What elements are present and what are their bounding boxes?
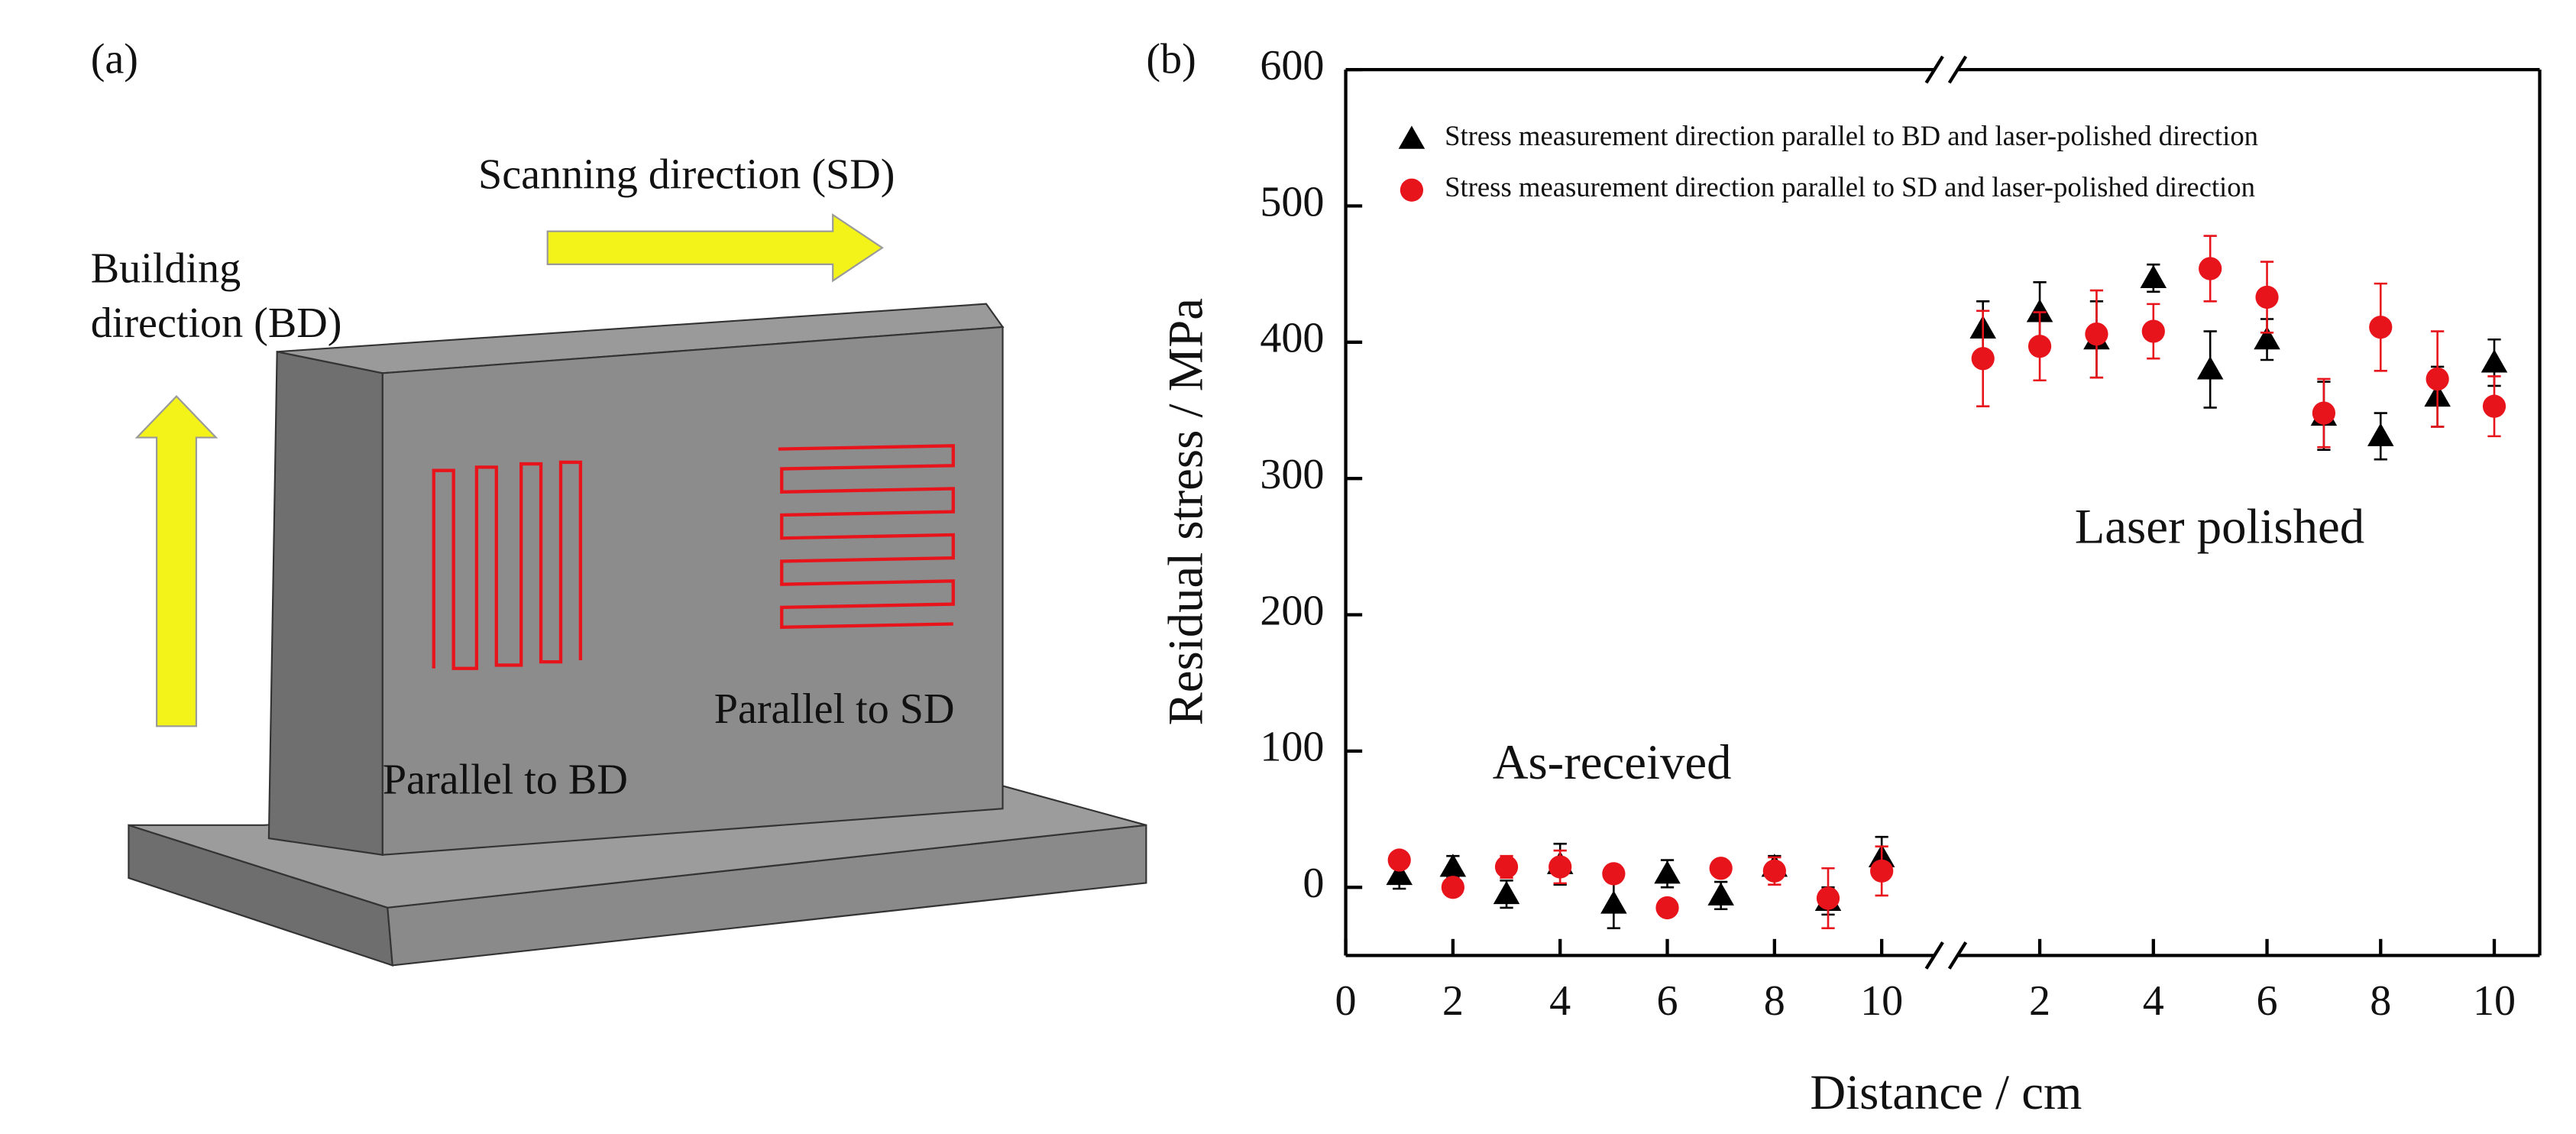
marker: [2254, 326, 2280, 350]
x-tick-label: 6: [1656, 977, 1678, 1025]
x-tick-label: 8: [2370, 977, 2391, 1025]
x-tick-label: 6: [2257, 977, 2278, 1025]
marker: [2481, 349, 2508, 373]
marker: [2312, 401, 2336, 425]
annotation: Parallel to SD: [714, 685, 955, 733]
marker: [2085, 322, 2108, 346]
y-tick-label: 300: [1260, 451, 1324, 498]
marker: [1493, 880, 1520, 905]
annotation: direction (BD): [91, 300, 342, 347]
x-tick-label: 0: [1335, 977, 1357, 1025]
marker: [2367, 423, 2394, 446]
axes-frame: [1344, 55, 2542, 970]
marker: [1494, 855, 1519, 879]
legend-marker: [1400, 178, 1424, 202]
marker: [1387, 848, 1411, 872]
annotation: As-received: [1493, 735, 1732, 790]
panel-label: (a): [91, 35, 138, 83]
annotation: Building: [91, 245, 241, 293]
block-diagram: [128, 213, 1147, 967]
x-tick-label: 4: [1549, 977, 1571, 1025]
x-tick-label: 10: [1860, 977, 1903, 1025]
block-front: [381, 326, 1004, 856]
marker: [1549, 855, 1572, 879]
y-tick-label: 600: [1260, 42, 1324, 89]
y-tick-label: 200: [1260, 587, 1324, 634]
x-tick-label: 8: [1764, 977, 1785, 1025]
marker: [1600, 890, 1627, 914]
marker: [1602, 862, 1626, 886]
x-tick-label: 10: [2473, 977, 2516, 1025]
x-axis-label: Distance / cm: [1810, 1065, 2082, 1120]
legend-label: Stress measurement direction parallel to…: [1445, 171, 2255, 202]
marker: [1655, 896, 1679, 920]
y-tick-label: 100: [1260, 724, 1324, 771]
marker: [1762, 859, 1786, 883]
y-tick-label: 0: [1303, 860, 1324, 907]
block-side: [267, 350, 383, 856]
x-tick-label: 2: [2029, 977, 2050, 1025]
marker: [2369, 316, 2393, 339]
scanning-arrow: [546, 213, 884, 283]
marker: [2026, 299, 2053, 322]
marker: [1816, 886, 1840, 910]
marker: [1870, 859, 1894, 883]
marker: [2141, 319, 2165, 343]
x-tick-label: 2: [1442, 977, 1464, 1025]
legend-label: Stress measurement direction parallel to…: [1445, 120, 2258, 151]
marker: [2255, 285, 2279, 309]
panel-label: (b): [1146, 35, 1196, 83]
y-tick-label: 400: [1260, 315, 1324, 362]
annotation: Laser polished: [2075, 499, 2364, 554]
marker: [1654, 860, 1681, 884]
marker: [1439, 854, 1467, 877]
marker: [1971, 347, 1995, 371]
y-axis-label: Residual stress / MPa: [1158, 298, 1213, 725]
marker: [2482, 394, 2506, 418]
marker: [1386, 861, 1413, 886]
sd-scan-path: [778, 444, 955, 629]
annotation: Scanning direction (SD): [478, 151, 895, 198]
annotation: Parallel to BD: [383, 757, 628, 804]
x-tick-label: 4: [2143, 977, 2164, 1025]
marker: [2027, 335, 2052, 358]
marker: [2199, 257, 2222, 280]
marker: [2196, 356, 2224, 380]
bd-scan-path: [432, 460, 583, 670]
legend-marker: [1398, 125, 1426, 149]
y-tick-label: 500: [1260, 178, 1324, 225]
building-arrow: [134, 395, 218, 727]
marker: [2140, 264, 2167, 288]
marker: [1441, 876, 1464, 899]
marker: [1709, 857, 1733, 880]
marker: [2426, 367, 2449, 391]
marker: [1707, 882, 1734, 906]
